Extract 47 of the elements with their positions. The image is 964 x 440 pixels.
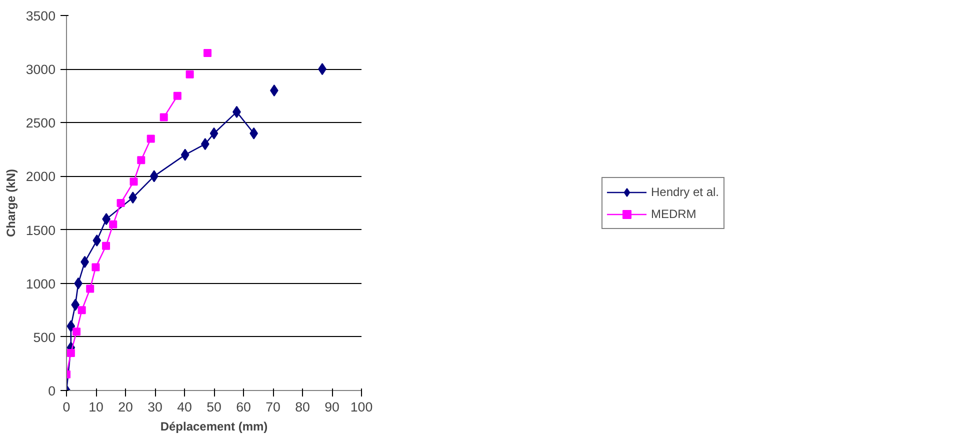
point bbox=[270, 84, 278, 96]
y-tick-label: 1000 bbox=[26, 276, 56, 292]
y-axis-title: Charge (kN) bbox=[4, 168, 18, 238]
point bbox=[72, 328, 81, 336]
point bbox=[186, 70, 194, 78]
x-tick-label: 20 bbox=[118, 400, 133, 414]
x-tick-label: 90 bbox=[324, 400, 340, 414]
y-tick-label: 500 bbox=[33, 330, 56, 345]
point bbox=[66, 349, 75, 357]
point bbox=[160, 113, 168, 122]
x-tick-label: 30 bbox=[148, 400, 162, 414]
x-tick-label: 0 bbox=[62, 400, 70, 414]
legend-label: Hendry et al. bbox=[650, 184, 720, 198]
x-tick-label: 10 bbox=[88, 400, 104, 414]
point bbox=[150, 170, 158, 182]
point bbox=[200, 138, 210, 150]
point bbox=[78, 306, 86, 314]
point bbox=[86, 284, 94, 293]
point bbox=[92, 263, 100, 272]
point bbox=[66, 320, 76, 332]
point bbox=[204, 49, 212, 57]
point bbox=[180, 148, 190, 161]
point bbox=[210, 127, 218, 140]
y-tick-label: 2500 bbox=[26, 116, 56, 131]
point bbox=[130, 178, 138, 186]
point bbox=[92, 234, 102, 246]
point bbox=[137, 156, 146, 164]
point bbox=[128, 192, 138, 204]
x-tick-label: 50 bbox=[206, 400, 222, 414]
y-tick-label: 1500 bbox=[26, 222, 56, 238]
y-tick-label: 2000 bbox=[26, 169, 56, 184]
point bbox=[71, 298, 80, 311]
point bbox=[173, 92, 182, 100]
y-tick-label: 0 bbox=[48, 384, 56, 398]
point bbox=[109, 220, 118, 228]
x-tick-label: 80 bbox=[295, 400, 310, 414]
y-tick-label: 3500 bbox=[26, 8, 56, 24]
legend-label: MEDRM bbox=[650, 206, 696, 220]
x-tick-label: 40 bbox=[177, 400, 192, 414]
point bbox=[146, 134, 155, 143]
point bbox=[116, 199, 125, 207]
x-tick-label: 70 bbox=[266, 400, 280, 414]
point bbox=[102, 242, 110, 250]
x-tick-label: 60 bbox=[236, 400, 251, 414]
x-axis-title: Déplacement (mm) bbox=[160, 420, 268, 434]
x-tick-label: 100 bbox=[350, 400, 373, 414]
y-tick-label: 3000 bbox=[26, 62, 56, 78]
